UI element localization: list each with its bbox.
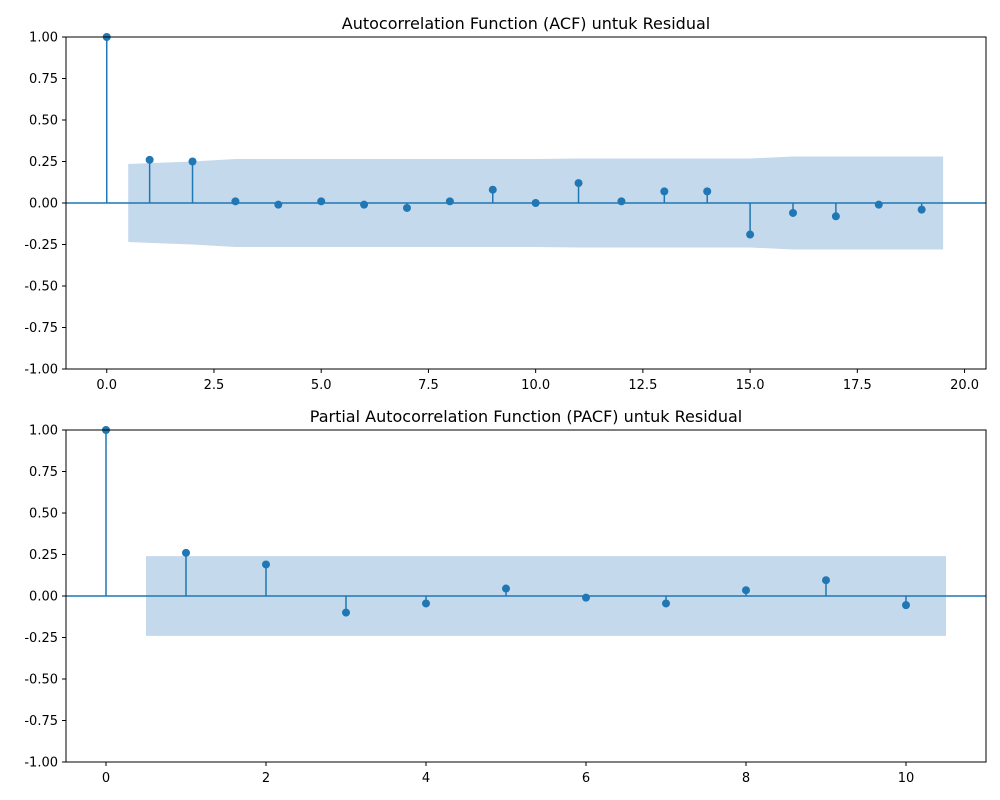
acf-xtick-label-6: 15.0 — [736, 378, 765, 393]
acf-marker-6 — [360, 200, 369, 209]
acf-chart-title: Autocorrelation Function (ACF) untuk Res… — [342, 14, 710, 33]
acf-marker-7 — [402, 203, 411, 212]
acf-marker-3 — [231, 197, 240, 206]
acf-xtick-label-0: 0.0 — [96, 378, 117, 393]
pacf-xtick-label-1: 2 — [262, 771, 270, 786]
acf-marker-16 — [788, 208, 797, 217]
pacf-marker-4 — [422, 599, 430, 608]
pacf-marker-10 — [902, 601, 910, 610]
acf-marker-5 — [317, 197, 326, 206]
pacf-marker-5 — [502, 584, 510, 593]
pacf-ytick-label-1: -0.75 — [24, 714, 58, 729]
acf-marker-18 — [874, 200, 883, 209]
acf-xtick-label-5: 12.5 — [628, 378, 657, 393]
pacf-ytick-label-0: -1.00 — [24, 756, 58, 771]
acf-xtick-label-7: 17.5 — [843, 378, 872, 393]
pacf-xtick-label-3: 6 — [582, 771, 590, 786]
acf-ytick-label-7: 0.75 — [29, 72, 58, 87]
pacf-ytick-label-5: 0.25 — [29, 548, 58, 563]
acf-ytick-label-8: 1.00 — [29, 31, 58, 46]
acf-ytick-label-2: -0.50 — [24, 280, 58, 295]
pacf-marker-9 — [822, 576, 830, 585]
acf-marker-2 — [188, 157, 197, 166]
pacf-marker-1 — [182, 548, 190, 557]
pacf-marker-7 — [662, 599, 670, 608]
acf-ytick-label-1: -0.75 — [24, 321, 58, 336]
acf-xtick-label-8: 20.0 — [950, 378, 979, 393]
pacf-xtick-label-0: 0 — [102, 771, 110, 786]
acf-marker-12 — [617, 197, 626, 206]
pacf-ytick-label-6: 0.50 — [29, 507, 58, 522]
acf-ytick-label-6: 0.50 — [29, 114, 58, 129]
acf-ytick-label-3: -0.25 — [24, 238, 58, 253]
pacf-xtick-label-2: 4 — [422, 771, 430, 786]
acf-marker-9 — [488, 185, 497, 194]
acf-ytick-label-0: -1.00 — [24, 363, 58, 378]
acf-marker-13 — [660, 187, 669, 196]
acf-ytick-label-5: 0.25 — [29, 155, 58, 170]
pacf-ytick-label-8: 1.00 — [29, 424, 58, 439]
pacf-ytick-label-4: 0.00 — [29, 590, 58, 605]
pacf-marker-6 — [582, 593, 590, 602]
acf-marker-14 — [703, 187, 712, 196]
acf-marker-10 — [531, 199, 540, 207]
acf-marker-17 — [831, 212, 840, 221]
acf-marker-11 — [574, 179, 583, 188]
acf-marker-1 — [145, 155, 154, 164]
pacf-ytick-label-3: -0.25 — [24, 631, 58, 646]
acf-xtick-label-4: 10.0 — [521, 378, 550, 393]
acf-chart: Autocorrelation Function (ACF) untuk Res… — [24, 14, 987, 393]
acf-marker-15 — [746, 230, 755, 239]
acf-xtick-label-1: 2.5 — [204, 378, 225, 393]
pacf-xtick-label-4: 8 — [742, 771, 750, 786]
pacf-ytick-label-7: 0.75 — [29, 465, 58, 480]
pacf-chart: Partial Autocorrelation Function (PACF) … — [24, 407, 987, 786]
pacf-marker-2 — [262, 560, 270, 569]
acf-xtick-label-3: 7.5 — [418, 378, 439, 393]
pacf-chart-title: Partial Autocorrelation Function (PACF) … — [310, 407, 742, 426]
pacf-marker-3 — [342, 608, 350, 617]
pacf-marker-8 — [742, 586, 750, 595]
acf-marker-19 — [917, 205, 926, 214]
acf-ytick-label-4: 0.00 — [29, 197, 58, 212]
acf-marker-4 — [274, 200, 283, 209]
acf-xtick-label-2: 5.0 — [311, 378, 332, 393]
acf-marker-8 — [445, 197, 454, 206]
pacf-ytick-label-2: -0.50 — [24, 673, 58, 688]
pacf-xtick-label-5: 10 — [898, 771, 915, 786]
